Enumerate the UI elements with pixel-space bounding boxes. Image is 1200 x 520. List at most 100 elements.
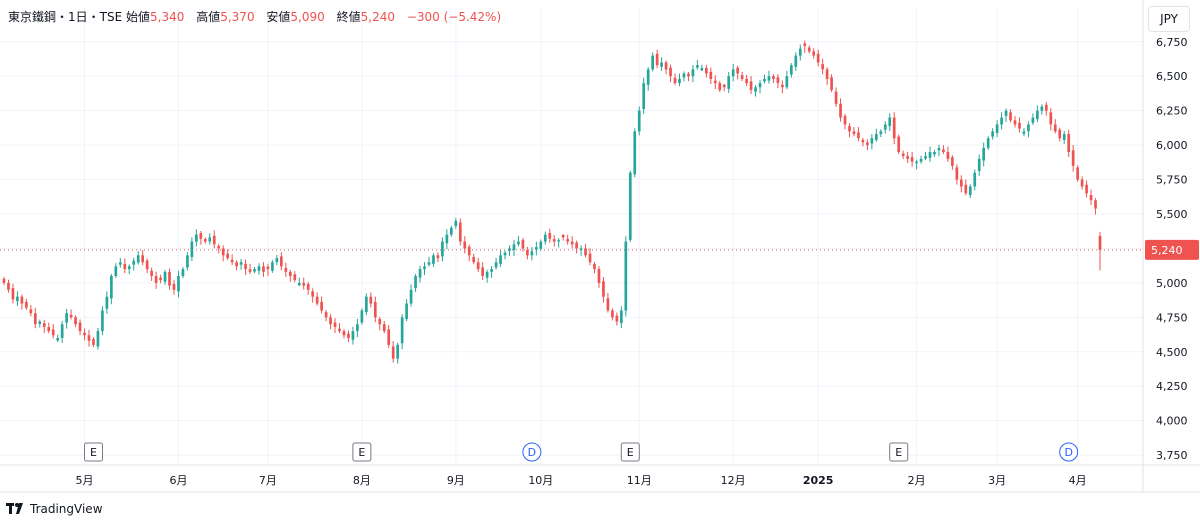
candle	[906, 151, 909, 163]
candle	[481, 262, 485, 280]
candle	[217, 243, 221, 254]
candle-body	[1089, 194, 1093, 201]
candle	[1094, 198, 1097, 215]
close-value: 5,240	[360, 10, 395, 24]
open-value: 5,340	[150, 10, 185, 24]
candle	[235, 260, 238, 271]
candle-body	[262, 266, 265, 272]
candle	[476, 257, 480, 273]
candle	[253, 267, 256, 274]
candle	[342, 329, 346, 339]
candle-body	[508, 248, 511, 251]
candle-body	[673, 77, 677, 84]
candle-body	[51, 329, 55, 336]
candle	[391, 341, 395, 363]
candle	[740, 71, 744, 82]
dividend-marker[interactable]: D	[522, 442, 542, 462]
earnings-marker[interactable]: E	[620, 442, 640, 462]
earnings-marker[interactable]: E	[889, 442, 909, 462]
candle	[839, 98, 842, 122]
earnings-marker-label: E	[895, 446, 902, 459]
candle-body	[781, 84, 784, 88]
candle	[1018, 117, 1021, 133]
candle	[436, 252, 440, 263]
candle-body	[356, 324, 359, 332]
candle-body	[87, 335, 91, 341]
candle	[387, 325, 391, 348]
candle	[172, 279, 176, 295]
candle	[754, 85, 757, 97]
candle-body	[763, 78, 766, 82]
candle-body	[1044, 104, 1048, 111]
candle	[445, 229, 449, 250]
candle	[20, 294, 24, 310]
candle	[351, 326, 355, 345]
candle	[42, 319, 46, 333]
candle-body	[588, 253, 592, 263]
y-tick-label: 6,250	[1156, 105, 1188, 118]
candle	[687, 71, 690, 82]
candle-body	[986, 138, 990, 148]
candle	[579, 245, 583, 257]
candle	[986, 136, 990, 150]
candle-body	[190, 241, 194, 257]
candle-body	[503, 252, 507, 256]
candle-body	[539, 241, 543, 249]
candle-body	[208, 237, 212, 242]
candle	[1022, 128, 1026, 137]
y-tick-label: 6,000	[1156, 139, 1188, 152]
candle	[306, 281, 310, 295]
candle-body	[123, 263, 127, 270]
y-tick-label: 4,250	[1156, 380, 1188, 393]
candle	[772, 74, 775, 83]
candle-body	[888, 117, 892, 127]
candle-body	[861, 139, 865, 143]
candle	[405, 299, 408, 322]
candle	[718, 81, 722, 93]
candle	[83, 328, 86, 341]
candle	[110, 273, 113, 305]
dividend-marker[interactable]: D	[1059, 442, 1079, 462]
candle-body	[226, 253, 230, 259]
candle	[588, 248, 592, 266]
candle	[870, 133, 874, 150]
candle-body	[423, 266, 426, 270]
candle-body	[69, 314, 73, 318]
candle-body	[1040, 106, 1044, 111]
candle	[763, 74, 766, 84]
candle	[29, 305, 33, 317]
candle-body	[418, 269, 422, 278]
tradingview-logo[interactable]: TradingView	[6, 502, 103, 516]
candle-body	[660, 62, 663, 67]
candle	[946, 146, 950, 162]
candle	[1031, 113, 1035, 125]
candle	[297, 277, 301, 286]
earnings-marker[interactable]: E	[352, 442, 372, 462]
candle-body	[977, 158, 981, 172]
candle	[700, 64, 704, 71]
candle	[539, 239, 543, 251]
candle-body	[794, 55, 798, 67]
candle-body	[329, 317, 332, 325]
candle-body	[937, 147, 941, 151]
candle	[561, 234, 565, 241]
candle	[347, 330, 350, 342]
candle	[92, 337, 95, 347]
candle	[320, 296, 323, 314]
currency-button[interactable]: JPY	[1148, 6, 1190, 32]
candle	[190, 237, 194, 261]
candle-body	[789, 65, 793, 75]
candle	[928, 146, 932, 162]
candle-body	[494, 262, 498, 268]
candle	[145, 258, 149, 274]
candle	[866, 139, 869, 151]
candle	[1013, 116, 1017, 128]
candle	[552, 235, 556, 247]
candle	[825, 67, 829, 85]
candle	[517, 236, 520, 247]
candle-body	[132, 260, 136, 265]
earnings-marker[interactable]: E	[83, 442, 103, 462]
symbol-title[interactable]: 東京鐵鋼・1日・TSE	[8, 10, 123, 24]
